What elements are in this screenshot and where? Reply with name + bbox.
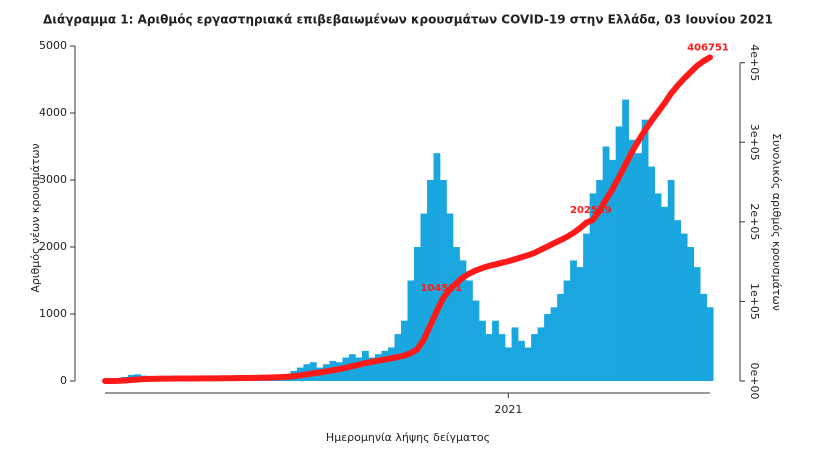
bar — [420, 213, 428, 381]
bar — [524, 347, 532, 381]
bar — [368, 357, 376, 381]
bar — [518, 340, 525, 381]
bar — [479, 320, 486, 381]
bar — [446, 213, 454, 381]
value-label: 104581 — [420, 283, 462, 294]
bar — [537, 327, 545, 381]
bar — [648, 166, 656, 381]
bar — [511, 327, 519, 381]
bar — [654, 193, 662, 381]
bar — [407, 280, 415, 381]
bar — [700, 293, 708, 381]
bar — [609, 159, 616, 381]
y-axis-label: Αριθμός νέων κρουσμάτων — [29, 143, 42, 292]
bar — [576, 267, 584, 381]
bar — [706, 307, 714, 381]
bar — [667, 180, 675, 381]
y-tick-label: 5000 — [39, 39, 67, 52]
bar — [355, 357, 363, 381]
bar — [635, 153, 642, 381]
bar — [570, 260, 577, 381]
bar — [387, 347, 395, 381]
bar — [693, 267, 701, 381]
bar — [453, 247, 460, 381]
bar — [628, 139, 636, 381]
bar — [433, 153, 441, 381]
bar — [472, 300, 480, 381]
bar — [381, 350, 389, 381]
cumulative-line — [102, 54, 713, 384]
y2-tick-label: 1e+05 — [748, 283, 761, 320]
bar — [687, 247, 695, 381]
bar — [622, 99, 629, 381]
bar — [374, 354, 382, 381]
value-label: 202559 — [570, 205, 612, 216]
y-tick-label: 1000 — [39, 307, 67, 320]
bar — [505, 347, 512, 381]
y-tick-label: 2000 — [39, 240, 67, 253]
bar — [414, 247, 421, 381]
bar — [589, 193, 597, 381]
bar — [550, 307, 558, 381]
bar — [641, 119, 649, 381]
bar — [680, 233, 688, 381]
chart-title: Διάγραμμα 1: Αριθμός εργαστηριακά επιβεβ… — [43, 13, 773, 27]
bar — [466, 280, 473, 381]
bar — [531, 334, 538, 381]
bar — [563, 280, 571, 381]
bar — [427, 180, 434, 381]
y2-axis-label: Συνολικός αριθμός κρουσμάτων — [770, 133, 783, 311]
x-axis-label: Ημερομηνία λήψης δείγματος — [326, 431, 490, 444]
bar — [485, 334, 493, 381]
bar — [557, 293, 564, 381]
value-label: 406751 — [687, 42, 729, 53]
x-tick-label: 2021 — [494, 403, 522, 416]
bar — [602, 146, 610, 381]
bar — [615, 126, 623, 382]
bar — [440, 180, 447, 381]
y-tick-label: 3000 — [39, 173, 67, 186]
bar — [492, 320, 499, 381]
y2-tick-label: 2e+05 — [748, 203, 761, 240]
y2-tick-label: 4e+05 — [748, 44, 761, 81]
bar — [661, 206, 669, 381]
bar — [400, 320, 408, 381]
y-tick-label: 4000 — [39, 106, 67, 119]
bar — [498, 334, 506, 381]
bar — [596, 180, 603, 381]
bar — [544, 314, 551, 381]
bar — [674, 220, 682, 381]
bar — [459, 260, 467, 381]
y-tick-label: 0 — [60, 374, 67, 387]
bar — [583, 233, 590, 381]
y2-tick-label: 3e+05 — [748, 124, 761, 161]
y2-tick-label: 0e+00 — [748, 363, 761, 400]
